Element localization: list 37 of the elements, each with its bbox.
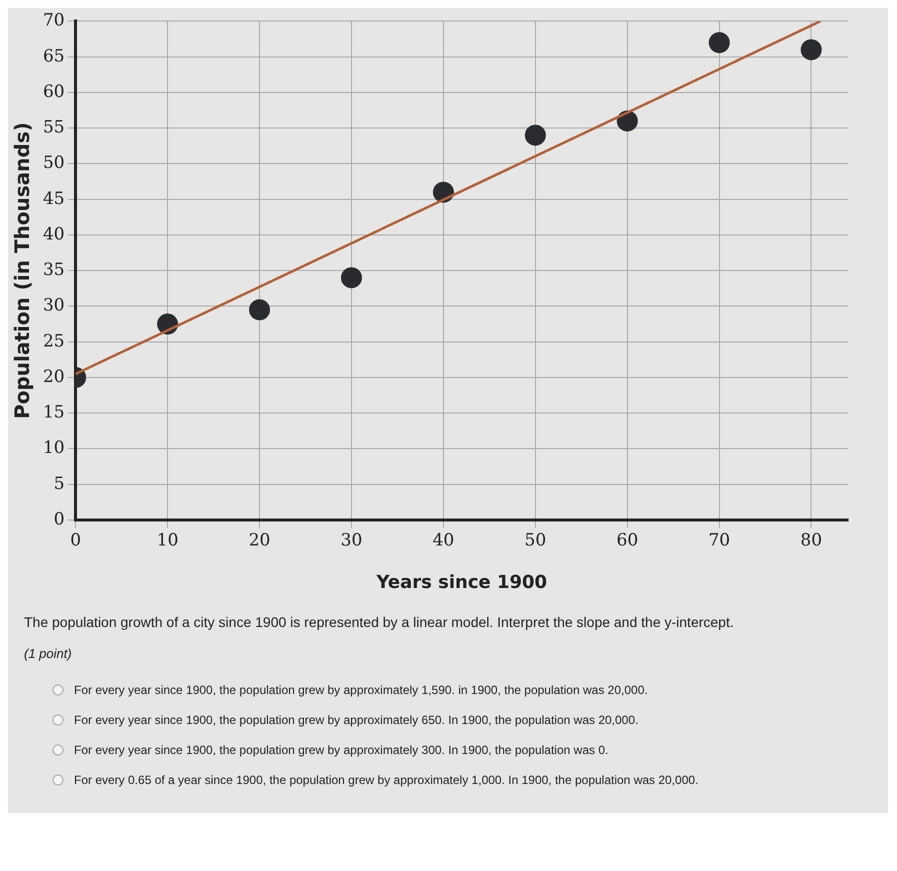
text: (1 point) bbox=[24, 646, 73, 661]
point bbox=[524, 124, 546, 146]
y-tick-label: 15 bbox=[42, 402, 65, 423]
y-tick-label: 65 bbox=[42, 46, 65, 66]
x-axis-title: Years since 1900 bbox=[376, 572, 548, 593]
x-tick-label: 30 bbox=[340, 530, 362, 551]
y-tick-label: 30 bbox=[42, 296, 65, 316]
text: For every year since 1900, the population grew by approximately 300. In 1900, the population was 0. bbox=[74, 743, 608, 757]
y-tick-label: 5 bbox=[54, 474, 65, 494]
y-tick-label: 40 bbox=[42, 224, 65, 244]
point bbox=[249, 299, 270, 320]
y-tick-label: 25 bbox=[42, 331, 65, 352]
text: The population growth of a city since 1900 is represented by a linear model. Interpret the slope and the y-intercept. bbox=[24, 614, 735, 630]
point bbox=[340, 267, 362, 288]
x-tick-label: 40 bbox=[432, 530, 454, 551]
y-axis-title: Population (in Thousands) bbox=[10, 122, 34, 419]
point bbox=[708, 32, 730, 54]
y-tick-label: 20 bbox=[42, 366, 65, 387]
point bbox=[800, 39, 822, 60]
x-tick-label: 20 bbox=[248, 530, 270, 551]
y-tick-label: 55 bbox=[42, 118, 65, 138]
y-tick-label: 70 bbox=[42, 10, 65, 31]
x-tick-label: 50 bbox=[524, 530, 546, 551]
y-tick-label: 35 bbox=[42, 260, 65, 280]
x-tick-label: 10 bbox=[156, 530, 178, 551]
y-tick-label: 45 bbox=[42, 188, 65, 209]
text: For every 0.65 of a year since 1900, the population grew by approximately 1,000. In 1900, the population was 20,000. bbox=[74, 773, 698, 787]
y-tick-label: 50 bbox=[42, 153, 65, 174]
y-tick-label: 60 bbox=[42, 82, 65, 102]
y-tick-label: 0 bbox=[54, 509, 65, 530]
x-tick-label: 70 bbox=[708, 530, 730, 551]
x-tick-label: 60 bbox=[616, 530, 638, 551]
text: For every year since 1900, the population grew by approximately 1,590. in 1900, the population was 20,000. bbox=[74, 683, 648, 697]
y-tick-label: 10 bbox=[42, 438, 65, 458]
x-tick-label: 80 bbox=[800, 530, 822, 551]
text: For every year since 1900, the population grew by approximately 650. In 1900, the population was 20,000. bbox=[74, 713, 638, 727]
x-tick-label: 0 bbox=[70, 530, 82, 551]
